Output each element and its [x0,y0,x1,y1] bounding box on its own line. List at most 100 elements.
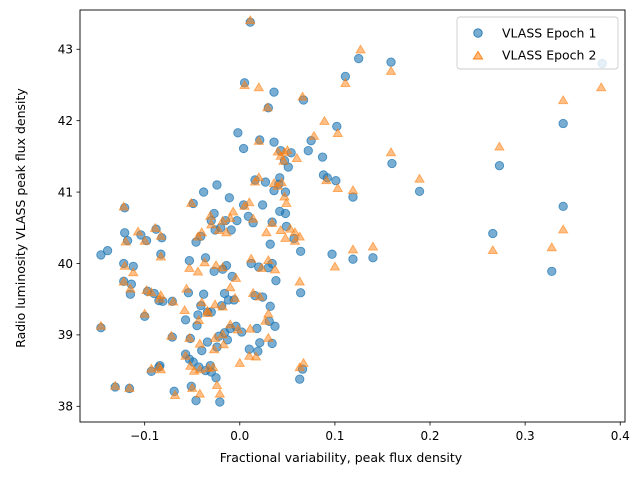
epoch-2-point-17 [494,141,505,151]
epoch-2-point-21 [278,155,289,165]
epoch-2-point-87 [196,297,208,307]
y-axis-label: Radio luminosity VLASS peak flux density [13,88,28,348]
epoch-2-point-10 [319,115,330,125]
epoch-2-point-9 [262,102,273,112]
epoch-2-point-50 [280,232,291,242]
epoch-1-point-109 [180,315,191,325]
epoch-1-point-35 [348,192,358,202]
epoch-2-point-4 [595,82,607,92]
epoch-2-point-35 [227,206,239,216]
epoch-2-point-55 [347,244,359,254]
epoch-2-point-69 [192,266,204,276]
epoch-2-point-65 [149,222,161,232]
epoch-2-point-60 [118,201,130,211]
epoch-1-point-38 [224,193,234,203]
epoch-2-point-73 [230,272,242,282]
x-axis: −0.1 0.0 0.1 0.2 0.3 0.4 [130,422,630,443]
epoch-2-point-100 [202,307,213,317]
epoch-2-point-20 [279,147,290,157]
epoch-2-point-132 [211,379,223,390]
epoch-2-point-103 [224,319,236,329]
x-axis-label: Fractional variability, peak flux densit… [220,450,463,465]
epoch-1-point-13 [269,137,279,147]
epoch-2-point-91 [224,282,236,292]
epoch-1-point-23 [494,161,505,171]
epoch-2-point-115 [250,351,262,361]
epoch-2-point-107 [262,332,274,342]
epoch-2-point-104 [232,324,244,334]
epoch-2-point-72 [217,262,229,272]
epoch-1-point-40 [257,200,268,210]
epoch-1-point-42 [280,208,291,219]
epoch-2-point-47 [261,227,272,237]
epoch-2-point-62 [119,260,131,270]
epoch-2-point-101 [209,332,221,342]
epoch-1-point-62 [120,228,130,238]
epoch-2-point-80 [125,283,136,293]
epoch-2-point-5 [253,82,265,92]
legend-marker-epoch-1 [473,28,483,38]
x-tick-label-5: 0.4 [611,429,630,443]
x-tick-label-0: −0.1 [130,429,159,443]
epoch-2-point-42 [213,224,225,235]
legend-frame [456,16,619,70]
epoch-2-point-28 [268,177,280,187]
legend-marker-epoch-2 [472,50,484,60]
epoch-1-point-84 [488,228,498,239]
y-tick-label-0: 38 [58,400,73,414]
epoch-2-point-92 [229,292,241,302]
y-tick-label-1: 39 [58,328,73,342]
plot-frame [79,9,626,423]
epoch-2-point-129 [169,389,181,400]
epoch-1-point-6 [386,57,396,67]
epoch-2-point-82 [145,287,157,297]
epoch-1-point-19 [317,152,328,162]
epoch-2-point-13 [253,135,265,145]
epoch-2-point-23 [332,182,344,192]
epoch-1-point-11 [233,128,243,138]
epoch-2-point-61 [120,236,131,246]
epoch-2-point-75 [256,262,268,272]
epoch-1-point-125 [197,345,207,356]
epoch-2-point-48 [275,224,287,235]
x-tick-label-3: 0.2 [420,429,439,443]
epoch-2-point-71 [210,259,222,270]
epoch-2-point-79 [118,276,130,286]
epoch-2-point-22 [320,174,332,185]
epoch-1-point-5 [354,53,364,64]
epoch-2-point-39 [204,210,216,220]
epoch-1-point-121 [270,321,280,331]
epoch-2-point-40 [217,215,229,225]
epoch-2-point-120 [184,360,196,370]
epoch-1-point-32 [198,187,209,197]
epoch-1-point-149 [191,395,201,406]
epoch-1-point-113 [202,337,213,347]
epoch-1-point-61 [102,245,113,256]
epoch-1-point-27 [331,176,341,186]
epoch-2-point-0 [244,15,256,25]
epoch-1-point-2 [269,87,279,97]
epoch-2-point-58 [546,242,558,252]
epoch-2-point-2 [385,65,397,75]
epoch-1-point-59 [296,246,306,256]
epoch-2-point-78 [127,267,139,277]
epoch-1-point-82 [348,254,358,264]
y-axis: 38 39 40 41 42 43 [58,43,80,414]
epoch-1-point-81 [327,249,337,259]
epoch-2-point-44 [196,227,208,237]
epoch-2-point-38 [247,213,259,223]
epoch-2-point-63 [132,226,144,236]
epoch-2-point-8 [297,91,308,101]
epoch-2-point-11 [332,127,344,137]
epoch-2-point-90 [217,301,229,311]
epoch-2-point-89 [209,299,221,309]
epoch-2-point-64 [139,235,151,245]
epoch-1-point-22 [387,158,397,169]
epoch-2-point-95 [262,308,274,318]
epoch-2-point-119 [180,350,191,360]
epoch-2-point-53 [289,235,301,245]
epoch-2-point-112 [208,344,220,354]
epoch-2-point-105 [244,323,256,333]
x-tick-label-1: 0.0 [230,429,249,443]
